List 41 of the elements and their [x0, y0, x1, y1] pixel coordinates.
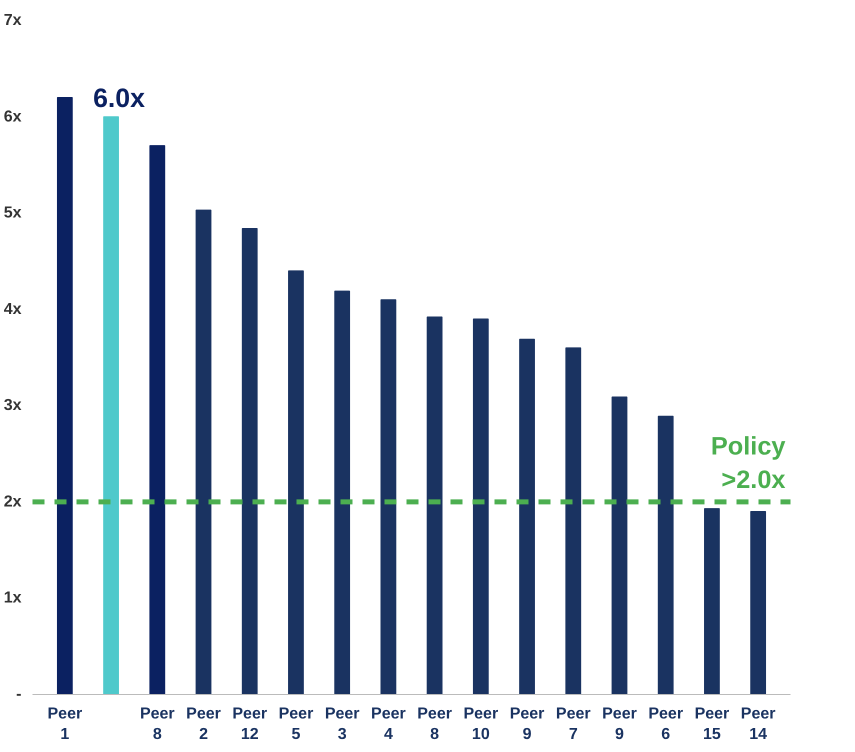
y-tick-label: -	[16, 686, 22, 703]
bar	[612, 396, 628, 694]
x-tick-label: Peer 3	[324, 706, 360, 743]
bar	[704, 508, 720, 694]
y-tick-label: 4x	[4, 300, 22, 318]
bar	[380, 299, 396, 694]
x-tick-label: Peer 9	[510, 706, 544, 743]
x-tick-label: Peer 1	[48, 706, 82, 743]
y-tick-label: 2x	[4, 493, 22, 510]
x-tick-label: Peer 5	[278, 706, 314, 743]
y-tick-label: 7x	[4, 12, 22, 29]
x-tick-label: Peer 8	[417, 706, 452, 743]
bar	[196, 210, 212, 694]
x-tick-label: Peer 6	[648, 706, 684, 743]
bar	[472, 318, 489, 694]
bar	[519, 338, 535, 694]
data-label: 6.0x	[93, 82, 146, 113]
x-tick-label: Peer 2	[186, 706, 221, 743]
bar	[750, 511, 766, 694]
y-tick-label: 6x	[4, 108, 22, 126]
x-tick-label: Peer 7	[556, 706, 591, 743]
x-tick-label: Peer 8	[140, 706, 175, 743]
bar	[56, 97, 73, 694]
bar	[426, 316, 443, 694]
ref-line-label: Policy >2.0x	[710, 432, 786, 494]
bar	[334, 290, 350, 694]
x-tick-label: Peer 14	[740, 706, 776, 743]
bar	[565, 347, 582, 694]
x-tick-label: Peer 9	[602, 706, 637, 743]
bar	[242, 228, 258, 694]
bar	[658, 416, 674, 694]
x-tick-label: Peer 15	[694, 706, 730, 743]
y-tick-label: 3x	[4, 397, 22, 414]
x-tick-label: Peer 10	[463, 706, 498, 743]
y-tick-label: 1x	[4, 590, 22, 607]
y-tick-label: 5x	[4, 204, 22, 222]
bar	[103, 116, 119, 694]
x-tick-label: Peer 4	[371, 706, 406, 743]
x-tick-label: Peer 12	[232, 706, 268, 743]
bar	[149, 145, 166, 694]
bar	[288, 270, 304, 694]
